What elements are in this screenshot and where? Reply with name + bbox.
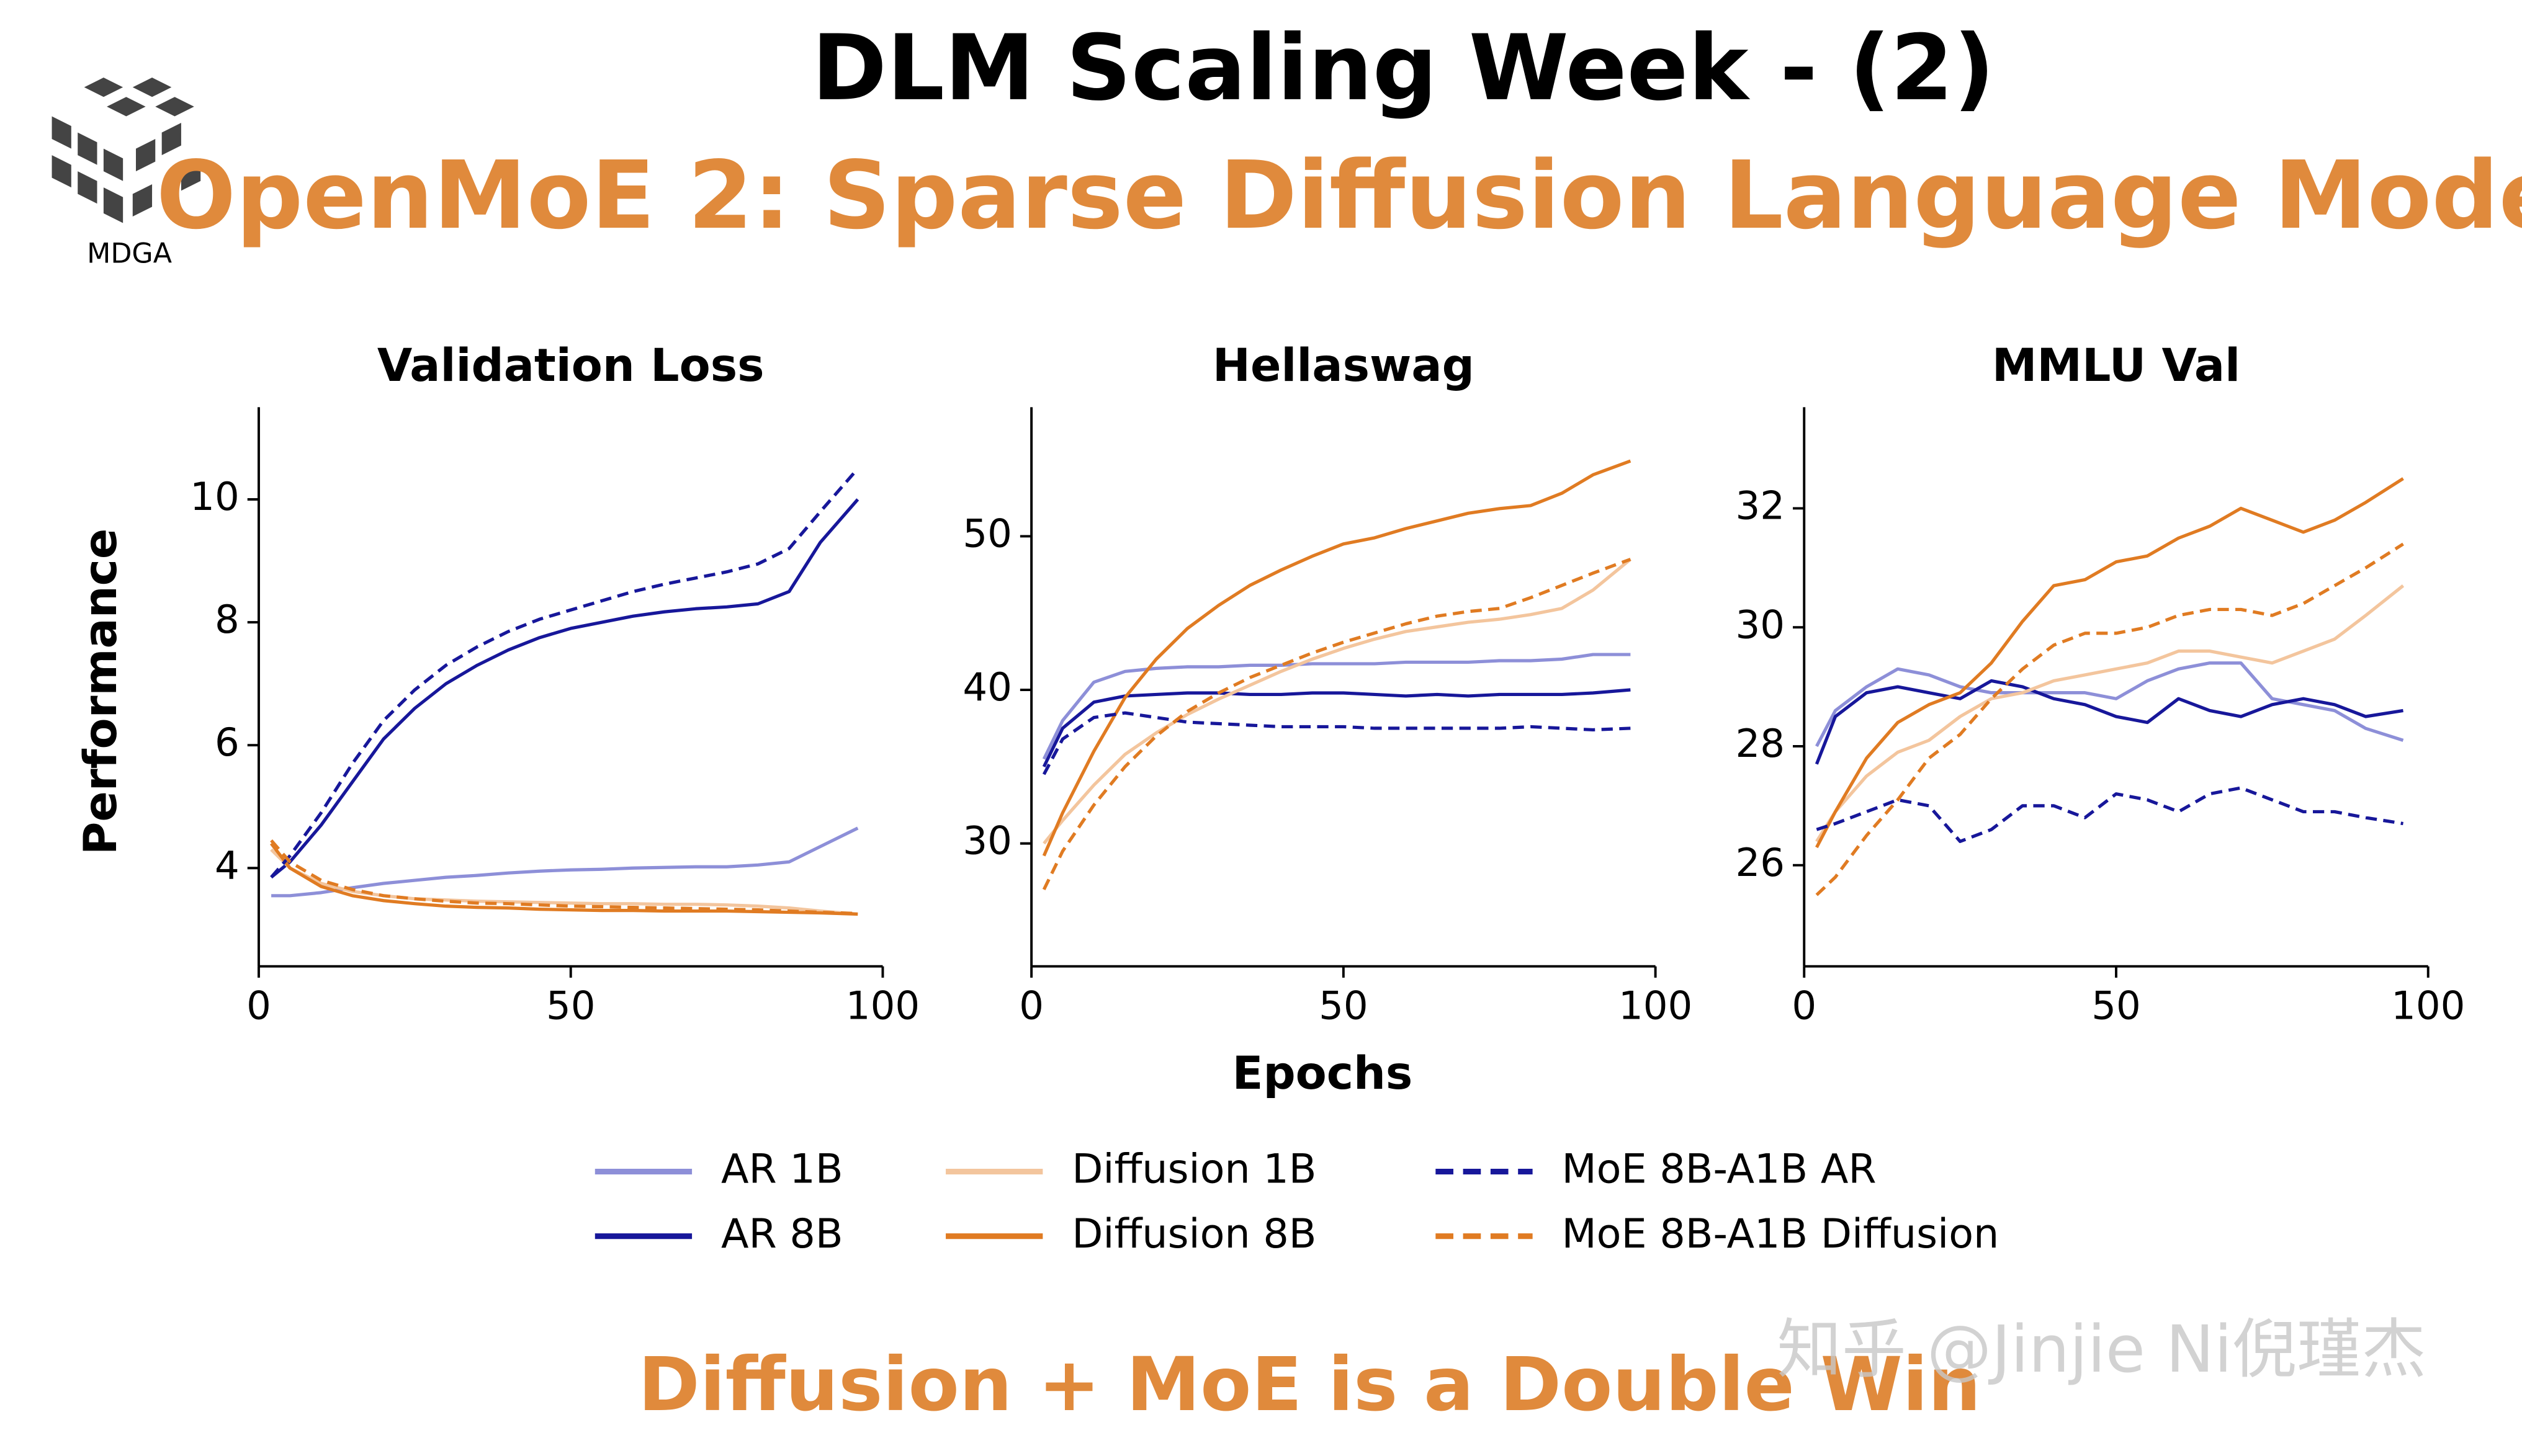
series-line — [1816, 786, 2403, 843]
series-line — [1815, 542, 2404, 896]
y-tick-label: 30 — [963, 818, 1012, 864]
y-tick-label: 28 — [1735, 721, 1785, 766]
series-line — [270, 842, 858, 916]
series-line — [1815, 679, 2403, 765]
legend-label: Diffusion 8B — [1072, 1211, 1316, 1257]
y-tick-label: 6 — [215, 720, 240, 765]
series-line — [270, 498, 859, 879]
y-tick-label: 32 — [1735, 483, 1785, 529]
x-tick-label: 50 — [546, 983, 596, 1029]
x-tick-label: 50 — [2091, 983, 2141, 1029]
slide-title: DLM Scaling Week - (2) — [812, 16, 1995, 121]
x-tick-label: 0 — [1019, 983, 1044, 1029]
series-line — [1042, 558, 1631, 891]
y-tick-label: 4 — [215, 842, 240, 888]
series-line — [1815, 584, 2405, 842]
x-axis-label: Epochs — [1232, 1047, 1413, 1100]
series-line — [1042, 688, 1631, 767]
y-tick-label: 8 — [215, 597, 240, 642]
series-line — [1042, 459, 1631, 857]
y-axis-label: Performance — [74, 529, 127, 855]
y-tick-label: 50 — [963, 511, 1012, 556]
legend-label: AR 8B — [721, 1211, 843, 1257]
series-line — [1042, 653, 1631, 760]
legend-label: MoE 8B-A1B Diffusion — [1562, 1211, 1999, 1257]
y-tick-label: 26 — [1735, 840, 1785, 885]
series-line — [270, 839, 858, 916]
logo: MDGA — [52, 78, 201, 270]
series-line — [271, 826, 859, 898]
series-line — [270, 848, 858, 916]
x-tick-label: 50 — [1319, 983, 1368, 1029]
y-tick-label: 30 — [1735, 602, 1785, 647]
x-tick-label: 100 — [2391, 983, 2465, 1029]
subplot-title: MMLU Val — [1992, 339, 2240, 392]
x-tick-label: 100 — [846, 983, 920, 1029]
x-tick-label: 100 — [1618, 983, 1692, 1029]
footer: Diffusion + MoE is a Double Win — [638, 1342, 1981, 1428]
subplot-title: Validation Loss — [377, 339, 765, 392]
legend-label: AR 1B — [721, 1146, 843, 1193]
legend-label: Diffusion 1B — [1072, 1146, 1316, 1193]
subplot-title: Hellaswag — [1213, 339, 1474, 392]
slide-subtitle: OpenMoE 2: Sparse Diffusion Language Mod… — [156, 141, 2522, 250]
y-tick-label: 40 — [963, 664, 1012, 710]
legend-label: MoE 8B-A1B AR — [1562, 1146, 1877, 1193]
x-tick-label: 0 — [246, 983, 271, 1029]
logo-text: MDGA — [87, 238, 172, 270]
watermark: 知乎 @Jinjie Ni倪瑾杰 — [1777, 1311, 2426, 1387]
y-tick-label: 10 — [190, 474, 240, 519]
series-line — [1042, 711, 1631, 775]
x-tick-label: 0 — [1792, 983, 1816, 1029]
series-line — [1043, 558, 1632, 845]
series-line — [1815, 661, 2404, 748]
series-line — [1815, 477, 2404, 849]
series-line — [270, 467, 859, 878]
